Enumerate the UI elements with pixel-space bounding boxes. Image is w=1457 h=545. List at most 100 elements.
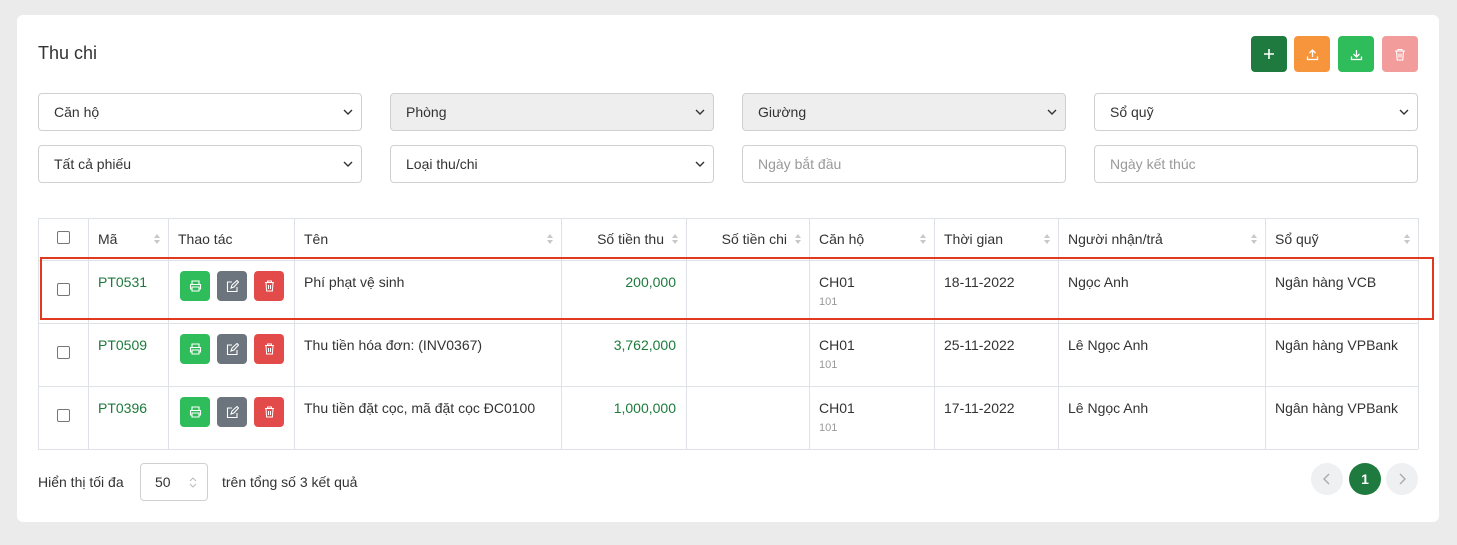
- apartment: CH01: [819, 274, 855, 290]
- page-title: Thu chi: [38, 43, 98, 63]
- column-header: Thời gian: [944, 231, 1003, 247]
- print-row-button[interactable]: [180, 271, 210, 301]
- print-row-button[interactable]: [180, 334, 210, 364]
- fund: Ngân hàng VPBank: [1275, 337, 1398, 353]
- select-label: Loại thu/chi: [406, 156, 478, 172]
- date: 17-11-2022: [944, 400, 1015, 416]
- current-page[interactable]: 1: [1349, 463, 1381, 495]
- column-header: Số tiền chi: [721, 231, 787, 247]
- add-button[interactable]: [1251, 36, 1287, 72]
- chevron: [695, 109, 705, 115]
- row-checkbox[interactable]: [57, 283, 70, 296]
- fund: Ngân hàng VCB: [1275, 274, 1377, 290]
- select-label: Phòng: [406, 104, 447, 120]
- col-border: [88, 218, 89, 449]
- date-input[interactable]: Ngày bắt đầu: [742, 145, 1066, 183]
- delete-button[interactable]: [1382, 36, 1418, 72]
- sort-icon[interactable]: [671, 232, 679, 248]
- select-label: Căn hộ: [54, 104, 100, 120]
- column-header: Tên: [304, 231, 329, 247]
- chevron: [695, 161, 705, 167]
- person: Lê Ngọc Anh: [1068, 337, 1149, 353]
- apartment: CH01: [819, 337, 855, 353]
- select-label: Sổ quỹ: [1110, 104, 1154, 120]
- select[interactable]: Phòng: [390, 93, 714, 131]
- income: 200,000: [625, 274, 676, 290]
- upload-button[interactable]: [1294, 36, 1330, 72]
- column-header: Thao tác: [178, 231, 233, 247]
- col-border: [934, 218, 935, 449]
- column-header: Sổ quỹ: [1275, 231, 1319, 247]
- date: 18-11-2022: [944, 274, 1015, 290]
- person: Ngọc Anh: [1068, 274, 1129, 290]
- edit-row-button[interactable]: [217, 271, 247, 301]
- edit-row-button[interactable]: [217, 334, 247, 364]
- col-border: [38, 218, 39, 449]
- select[interactable]: Căn hộ: [38, 93, 362, 131]
- row-border: [38, 449, 1418, 450]
- sort-icon[interactable]: [546, 232, 554, 248]
- del-row-button[interactable]: [254, 271, 284, 301]
- page-size-select[interactable]: 50: [140, 463, 208, 501]
- del-row-button[interactable]: [254, 334, 284, 364]
- column-header: Căn hộ: [819, 231, 865, 247]
- col-border: [686, 218, 687, 449]
- select[interactable]: Loại thu/chi: [390, 145, 714, 183]
- select-label: Giường: [758, 104, 807, 120]
- col-border: [561, 218, 562, 449]
- chevron: [1047, 109, 1057, 115]
- room: 101: [819, 359, 838, 371]
- date: 25-11-2022: [944, 337, 1015, 353]
- name: Phí phạt vệ sinh: [304, 274, 405, 290]
- sort-icon[interactable]: [919, 232, 927, 248]
- prev-page[interactable]: [1311, 463, 1343, 495]
- sort-icon[interactable]: [153, 232, 161, 248]
- income: 3,762,000: [613, 337, 676, 353]
- col-border: [168, 218, 169, 449]
- sort-icon[interactable]: [1403, 232, 1411, 248]
- col-border: [809, 218, 810, 449]
- column-header: Số tiền thu: [597, 231, 664, 247]
- apartment: CH01: [819, 400, 855, 416]
- code-link[interactable]: PT0396: [98, 400, 148, 416]
- row-border: [38, 323, 1418, 324]
- select[interactable]: Giường: [742, 93, 1066, 131]
- row-checkbox[interactable]: [57, 346, 70, 359]
- chevron: [1399, 109, 1409, 115]
- code-link[interactable]: PT0531: [98, 274, 148, 290]
- code-link[interactable]: PT0509: [98, 337, 148, 353]
- sort-icon[interactable]: [1043, 232, 1051, 248]
- fund: Ngân hàng VPBank: [1275, 400, 1398, 416]
- select[interactable]: Sổ quỹ: [1094, 93, 1418, 131]
- column-header: Người nhận/trả: [1068, 231, 1163, 247]
- person: Lê Ngọc Anh: [1068, 400, 1149, 416]
- sort-icon[interactable]: [794, 232, 802, 248]
- chevron: [343, 109, 353, 115]
- select-all-checkbox[interactable]: [57, 231, 70, 244]
- name: Thu tiền đặt cọc, mã đặt cọc ĐC0100: [304, 400, 536, 416]
- sort-icon[interactable]: [1250, 232, 1258, 248]
- column-header: Mã: [98, 231, 118, 247]
- print-row-button[interactable]: [180, 397, 210, 427]
- row-checkbox[interactable]: [57, 409, 70, 422]
- edit-row-button[interactable]: [217, 397, 247, 427]
- date-input[interactable]: Ngày kết thúc: [1094, 145, 1418, 183]
- row-border: [38, 218, 1418, 219]
- total-label: trên tổng số 3 kết quả: [222, 474, 358, 490]
- download-button[interactable]: [1338, 36, 1374, 72]
- page-size-label: Hiển thị tối đa: [38, 474, 124, 490]
- del-row-button[interactable]: [254, 397, 284, 427]
- placeholder: Ngày kết thúc: [1110, 156, 1196, 172]
- col-border: [1265, 218, 1266, 449]
- next-page[interactable]: [1386, 463, 1418, 495]
- chevron: [343, 161, 353, 167]
- page-size-value: 50: [155, 474, 171, 490]
- row-border: [38, 386, 1418, 387]
- placeholder: Ngày bắt đầu: [758, 156, 842, 172]
- select[interactable]: Tất cả phiếu: [38, 145, 362, 183]
- col-border: [1058, 218, 1059, 449]
- highlight-box: [40, 257, 1434, 320]
- name: Thu tiền hóa đơn: (INV0367): [304, 337, 483, 353]
